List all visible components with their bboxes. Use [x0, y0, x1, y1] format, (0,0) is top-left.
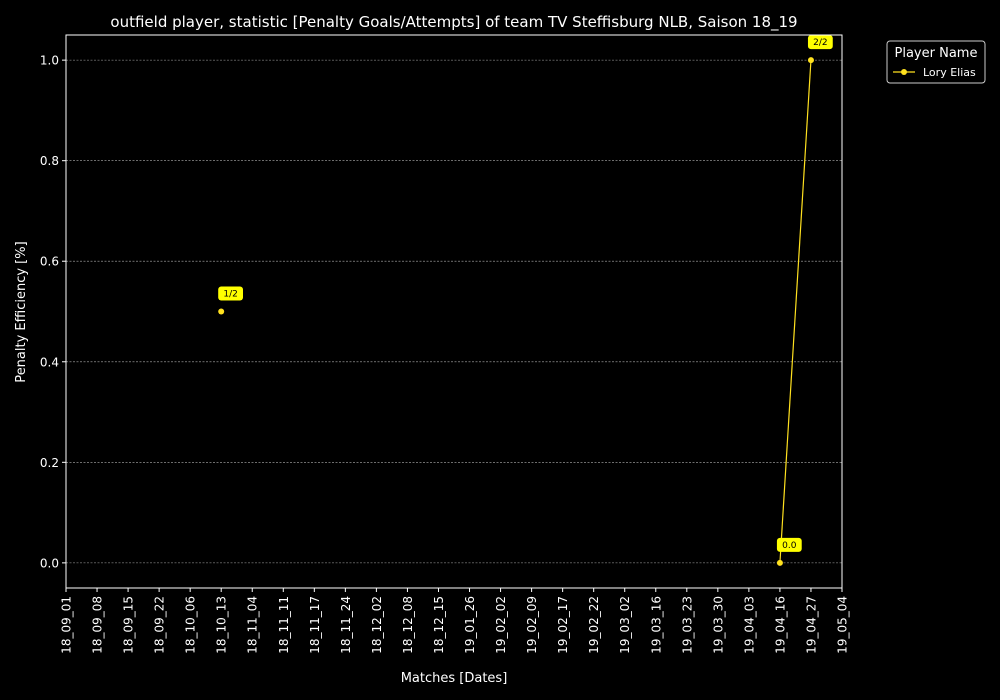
x-tick-label: 19_02_02: [494, 596, 508, 654]
data-point: [807, 57, 814, 64]
y-tick-label: 0.6: [40, 255, 59, 269]
data-label-box: [807, 35, 833, 50]
series-line-segment: [779, 60, 812, 563]
plot-frame: [65, 34, 843, 589]
x-tick-label: 18_12_15: [432, 596, 446, 654]
x-tick-label: 19_04_27: [804, 596, 818, 654]
series-lines: [779, 60, 812, 563]
data-labels: 1/2 0.0 2/2: [218, 35, 833, 552]
x-tick-label: 18_11_24: [339, 596, 353, 654]
legend-entry-label: Lory Elias: [923, 66, 976, 79]
x-tick-label: 18_09_01: [60, 596, 74, 654]
x-tick-label: 19_03_02: [618, 596, 632, 654]
x-tick-label: 19_04_16: [773, 596, 787, 654]
y-tick-label: 0.2: [40, 456, 59, 470]
y-tick-label: 0.4: [40, 355, 59, 369]
x-tick-label: 19_05_04: [836, 596, 850, 654]
y-axis: 0.0 0.2 0.4 0.6 0.8 1.0: [40, 54, 66, 570]
x-tick-label: 18_12_02: [370, 596, 384, 654]
data-point: [218, 308, 225, 315]
x-tick-label: 19_03_16: [649, 596, 663, 654]
x-tick-label: 18_10_13: [215, 596, 229, 654]
data-label-box: [776, 537, 802, 552]
legend: Player Name Lory Elias: [886, 40, 986, 84]
x-axis: 18_09_01 18_09_08 18_09_15 18_09_22 18_10_06…: [60, 588, 850, 654]
data-label: 2/2: [813, 38, 827, 48]
x-tick-label: 18_10_06: [184, 596, 198, 654]
x-tick-label: 18_12_08: [401, 596, 415, 654]
x-tick-label: 18_09_08: [91, 596, 105, 654]
x-axis-label: Matches [Dates]: [401, 671, 508, 686]
y-tick-label: 0.8: [40, 154, 59, 168]
y-axis-label: Penalty Efficiency [%]: [14, 241, 29, 382]
x-tick-label: 19_03_23: [680, 596, 694, 654]
data-label: 1/2: [223, 290, 237, 300]
x-tick-label: 18_09_22: [153, 596, 167, 654]
x-tick-label: 19_01_26: [463, 596, 477, 654]
x-tick-label: 19_04_03: [742, 596, 756, 654]
x-tick-label: 18_11_17: [308, 596, 322, 654]
legend-title: Player Name: [895, 46, 978, 61]
data-label-box: [218, 286, 243, 301]
chart-title: outfield player, statistic [Penalty Goal…: [110, 13, 797, 32]
data-point: [776, 559, 783, 566]
x-tick-label: 18_11_04: [246, 596, 260, 654]
y-tick-label: 1.0: [40, 54, 59, 68]
series-points: [218, 57, 814, 566]
x-tick-label: 19_03_30: [711, 596, 725, 654]
x-tick-label: 18_11_11: [277, 596, 291, 654]
legend-marker: [901, 69, 907, 75]
x-tick-label: 19_02_22: [587, 596, 601, 654]
y-tick-label: 0.0: [40, 556, 59, 570]
x-tick-label: 19_02_09: [525, 596, 539, 654]
data-label: 0.0: [782, 541, 797, 551]
x-tick-label: 18_09_15: [122, 596, 136, 654]
x-tick-label: 19_02_17: [556, 596, 570, 654]
